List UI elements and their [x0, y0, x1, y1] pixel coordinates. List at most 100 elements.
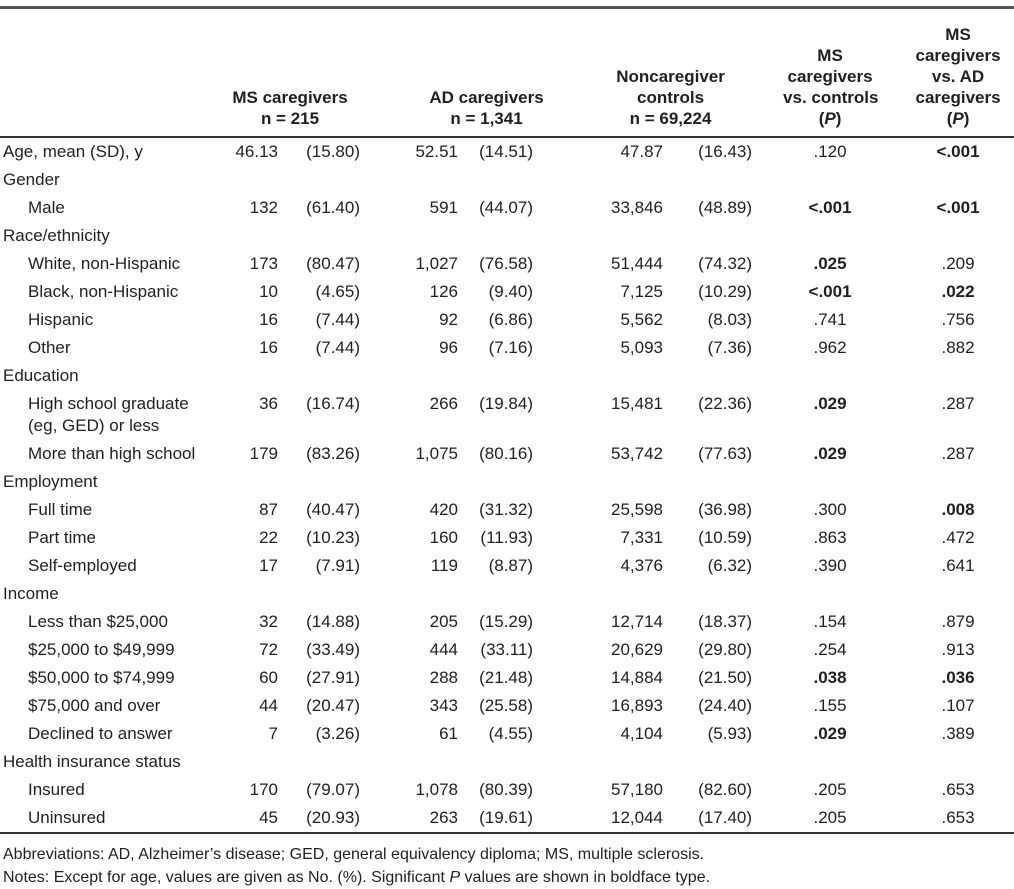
cell-p-vs-controls: .390 [813, 556, 847, 575]
cell-nc-pct: (36.98) [698, 500, 753, 519]
cell-ms-pct: (4.65) [315, 282, 361, 301]
cell-nc-pct: (29.80) [698, 640, 753, 659]
cell-p-vs-controls: .254 [813, 640, 847, 659]
table-body: Age, mean (SD), y 46.13 (15.80) 52.51 (1… [0, 137, 1014, 833]
row-label: $75,000 and over [28, 696, 161, 715]
table-row: Declined to answer 7 (3.26) 61 (4.55) 4,… [0, 720, 1014, 748]
cell-nc-n: 15,481 [611, 394, 664, 413]
cell-nc-n: 7,331 [620, 528, 664, 547]
cell-nc-n: 53,742 [611, 444, 664, 463]
row-label: Part time [28, 528, 97, 547]
cell-ad-pct: (76.58) [479, 254, 534, 273]
cell-p-vs-controls: .300 [813, 500, 847, 519]
cell-ad-pct: (80.39) [479, 780, 534, 799]
cell-ad-pct: (6.86) [488, 310, 534, 329]
table-row: $75,000 and over 44 (20.47) 343 (25.58) … [0, 692, 1014, 720]
table-row: High school graduate (eg, GED) or less 3… [0, 390, 1014, 440]
cell-nc-n: 14,884 [611, 668, 664, 687]
cell-p-vs-ad: .653 [941, 808, 975, 827]
p-label: (P) [946, 109, 970, 128]
cell-ad-pct: (25.58) [479, 696, 534, 715]
cell-ms-pct: (20.93) [306, 808, 361, 827]
cell-nc-n: 12,044 [611, 808, 664, 827]
cell-ad-pct: (44.07) [479, 198, 534, 217]
cell-ms-n: 17 [259, 556, 278, 575]
table-row: Male 132 (61.40) 591 (44.07) 33,846 (48.… [0, 194, 1014, 222]
cell-p-vs-controls: .741 [813, 310, 847, 329]
cell-p-vs-controls: .029 [813, 444, 847, 463]
cell-p-vs-ad: .653 [941, 780, 975, 799]
cell-p-vs-ad: .107 [941, 696, 975, 715]
cell-ad-pct: (19.84) [479, 394, 534, 413]
row-label: $50,000 to $74,999 [28, 668, 175, 687]
cell-ad-pct: (15.29) [479, 612, 534, 631]
cell-ms-pct: (16.74) [306, 394, 361, 413]
cell-ad-pct: (9.40) [488, 282, 534, 301]
cell-ms-n: 179 [249, 444, 278, 463]
cell-nc-pct: (48.89) [698, 198, 753, 217]
cell-nc-pct: (8.03) [707, 310, 753, 329]
row-label: Employment [3, 472, 98, 491]
cell-p-vs-ad: .882 [941, 338, 975, 357]
cell-ad-n: 61 [439, 724, 459, 743]
row-label: Full time [28, 500, 93, 519]
table-row: More than high school 179 (83.26) 1,075 … [0, 440, 1014, 468]
cell-nc-pct: (74.32) [698, 254, 753, 273]
cell-ad-pct: (80.16) [479, 444, 534, 463]
top-rule-gap [578, 12, 583, 15]
cell-p-vs-controls: .120 [813, 142, 847, 161]
column-header-ms-vs-ad-p: MS caregivers vs. AD caregivers (P) [877, 7, 1014, 138]
cell-nc-pct: (24.40) [698, 696, 753, 715]
cell-ad-n: 205 [429, 612, 459, 631]
cell-ad-n: 343 [429, 696, 459, 715]
cell-ad-n: 444 [429, 640, 459, 659]
footnotes: Abbreviations: AD, Alzheimer’s disease; … [0, 843, 1014, 889]
cell-ms-pct: (7.44) [315, 310, 361, 329]
footnote-notes: Notes: Except for age, values are given … [3, 869, 711, 886]
cell-nc-n: 7,125 [620, 282, 664, 301]
cell-ad-pct: (21.48) [479, 668, 534, 687]
cell-ms-n: 22 [259, 528, 278, 547]
cell-p-vs-controls: .205 [813, 780, 847, 799]
cell-ad-n: 126 [429, 282, 459, 301]
cell-ad-n: 96 [439, 338, 459, 357]
cell-nc-pct: (5.93) [707, 724, 753, 743]
cell-ms-pct: (83.26) [306, 444, 361, 463]
cell-p-vs-controls: .154 [813, 612, 847, 631]
cell-ad-n: 1,078 [415, 780, 459, 799]
cell-nc-n: 12,714 [611, 612, 664, 631]
cell-p-vs-controls: .029 [813, 724, 847, 743]
cell-ms-pct: (10.23) [306, 528, 361, 547]
cell-nc-pct: (82.60) [698, 780, 753, 799]
row-label: More than high school [28, 444, 196, 463]
cell-p-vs-controls: .038 [813, 668, 847, 687]
cell-nc-n: 20,629 [611, 640, 664, 659]
cell-ms-pct: (79.07) [306, 780, 361, 799]
cell-nc-n: 4,104 [620, 724, 664, 743]
table-row: Other 16 (7.44) 96 (7.16) 5,093 (7.36) .… [0, 334, 1014, 362]
cell-nc-pct: (17.40) [698, 808, 753, 827]
row-label: High school graduate (eg, GED) or less [28, 394, 189, 435]
cell-p-vs-ad: <.001 [936, 142, 980, 161]
top-rule-gap [853, 12, 858, 15]
cell-p-vs-controls: .155 [813, 696, 847, 715]
cell-p-vs-ad: .879 [941, 612, 975, 631]
cell-nc-n: 47.87 [620, 142, 664, 161]
cell-nc-n: 25,598 [611, 500, 664, 519]
cell-ms-n: 45 [259, 808, 278, 827]
cell-ad-n: 288 [429, 668, 459, 687]
cell-p-vs-ad: .287 [941, 394, 975, 413]
cell-p-vs-ad: .472 [941, 528, 975, 547]
cell-p-vs-controls: .205 [813, 808, 847, 827]
table-row: Age, mean (SD), y 46.13 (15.80) 52.51 (1… [0, 137, 1014, 166]
cell-ad-pct: (31.32) [479, 500, 534, 519]
cell-ms-n: 44 [259, 696, 278, 715]
cell-ms-n: 170 [249, 780, 278, 799]
cell-ad-pct: (11.93) [480, 528, 534, 547]
table-row: Self-employed 17 (7.91) 119 (8.87) 4,376… [0, 552, 1014, 580]
cell-ad-n: 160 [429, 528, 459, 547]
column-header-ad-caregivers: AD caregivers n = 1,341 [360, 7, 544, 138]
row-label: Less than $25,000 [28, 612, 168, 631]
cell-ms-pct: (20.47) [306, 696, 361, 715]
cell-ad-n: 92 [439, 310, 459, 329]
